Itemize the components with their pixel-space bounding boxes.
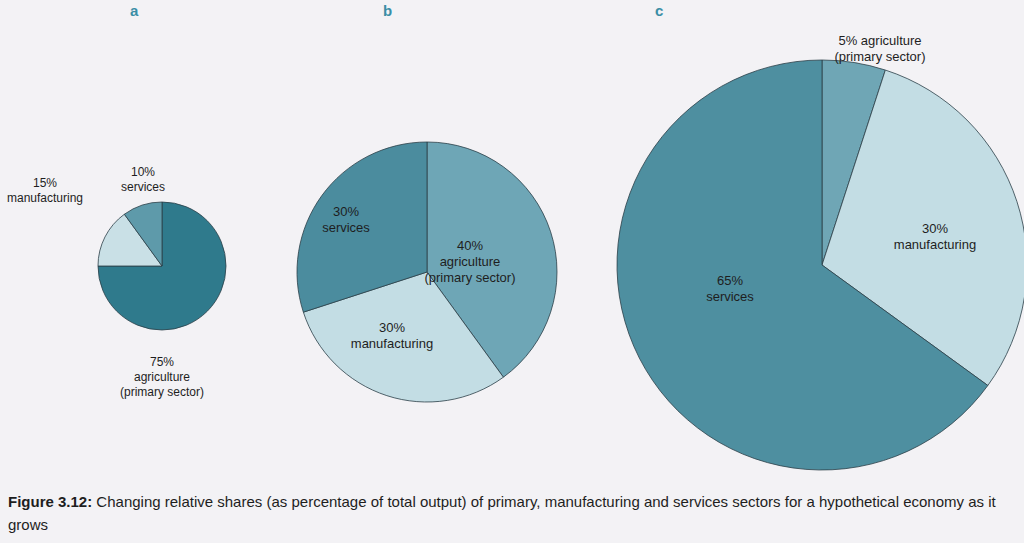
category-label: services [121, 180, 165, 194]
caption: Figure 3.12: Changing relative shares (a… [8, 493, 997, 533]
data-label: 75%agriculture(primary sector) [120, 355, 204, 399]
caption-text: Changing relative shares (as percentage … [92, 493, 996, 510]
pie-chart: a 75%agriculture(primary sector) 15%manufa… [7, 2, 226, 399]
category-label: (primary sector) [424, 270, 515, 285]
category-label: (primary sector) [120, 385, 204, 399]
slices [617, 60, 1024, 470]
value-label: 75% [150, 355, 174, 369]
chart-title: a [130, 2, 139, 19]
data-label: 65%services [706, 273, 754, 304]
value-label: 15% [33, 176, 57, 190]
caption-label: Figure 3.12: [8, 493, 92, 510]
pie-slice [297, 142, 427, 312]
slices [98, 202, 226, 330]
value-label: 65% [717, 273, 743, 288]
data-label: 30%manufacturing [894, 221, 976, 252]
data-label: 30%manufacturing [351, 320, 433, 351]
pie-chart: c 5% agriculture(primary sector) 30%manufa… [617, 2, 1024, 470]
pie-slice [98, 202, 226, 330]
value-label: 30% [379, 320, 405, 335]
data-label: 15%manufacturing [7, 176, 83, 205]
data-label: 30%services [322, 204, 370, 235]
label-line: 5% agriculture [838, 33, 921, 48]
category-label: services [322, 220, 370, 235]
value-label: 30% [333, 204, 359, 219]
category-label: (primary sector) [834, 49, 925, 64]
category-label: manufacturing [894, 237, 976, 252]
category-label: services [706, 289, 754, 304]
caption-line: Figure 3.12: Changing relative shares (a… [8, 493, 997, 510]
pie-chart: b40%agriculture(primary sector)30%manufa… [297, 2, 557, 402]
value-label: 5% [838, 33, 857, 48]
value-label: 10% [131, 165, 155, 179]
category-label: agriculture [440, 254, 501, 269]
category-label: agriculture [857, 33, 921, 48]
category-label: manufacturing [351, 336, 433, 351]
chart-title: c [655, 2, 663, 19]
data-label: 40%agriculture(primary sector) [424, 238, 515, 285]
chart-title: b [383, 2, 392, 19]
pie-slice [124, 202, 162, 266]
pie-slice [617, 60, 988, 470]
value-label: 40% [457, 238, 483, 253]
data-label: 5% agriculture(primary sector) [834, 33, 925, 64]
slices [297, 142, 557, 402]
caption-line: grows [8, 516, 48, 533]
caption-text: grows [8, 516, 48, 533]
figure: a75%agriculture(primary sector)15%manufa… [0, 0, 1024, 543]
category-label: manufacturing [7, 191, 83, 205]
category-label: agriculture [134, 370, 190, 384]
value-label: 30% [922, 221, 948, 236]
data-label: 10%services [121, 165, 165, 194]
